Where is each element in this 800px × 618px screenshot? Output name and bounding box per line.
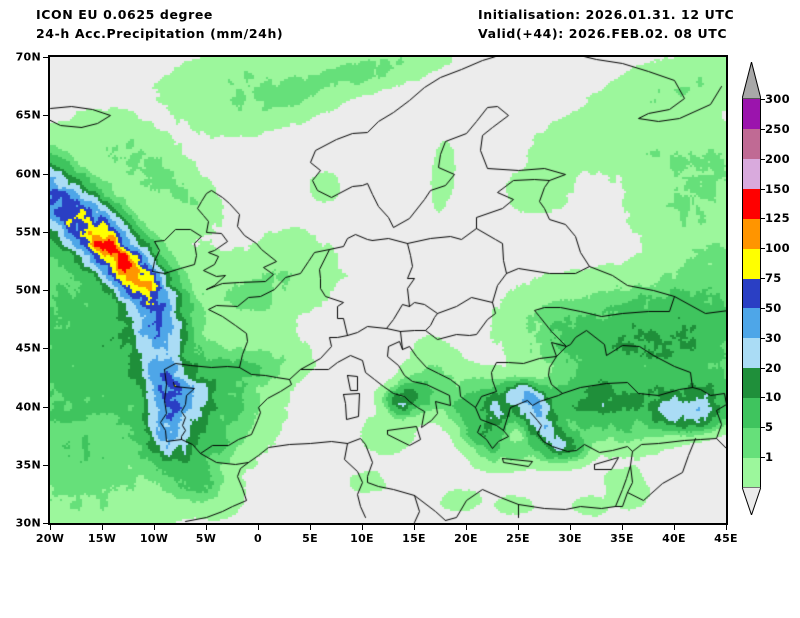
x-tick [362, 525, 363, 530]
x-tick [622, 525, 623, 530]
colorbar-under-arrow [741, 486, 762, 517]
colorbar-tick [761, 307, 765, 309]
colorbar-segment [742, 218, 761, 249]
colorbar-segment [742, 367, 761, 398]
x-tick [466, 525, 467, 530]
colorbar-segment [742, 337, 761, 369]
x-tick-label: 10E [350, 532, 374, 545]
colorbar-label: 100 [765, 241, 790, 256]
colorbar-tick [761, 337, 765, 339]
x-tick-label: 5W [195, 532, 217, 545]
colorbar-label: 200 [765, 151, 790, 166]
colorbar-tick [761, 248, 765, 250]
colorbar-legend [741, 61, 762, 517]
x-tick [206, 525, 207, 530]
colorbar-label: 75 [765, 271, 782, 286]
y-tick-label: 35N [15, 458, 41, 472]
y-tick-label: 45N [15, 341, 41, 355]
colorbar-tick [761, 367, 765, 369]
colorbar-label: 300 [765, 92, 790, 106]
colorbar-segment [742, 427, 761, 458]
x-tick [518, 525, 519, 530]
y-tick [43, 464, 48, 466]
colorbar-segment [742, 397, 761, 428]
x-tick-label: 5E [302, 532, 318, 545]
y-tick [43, 290, 48, 291]
x-tick-label: 45E [714, 532, 738, 545]
colorbar-segment [742, 278, 761, 309]
colorbar-over-arrow [741, 61, 762, 100]
y-tick-label: 50N [15, 283, 41, 297]
x-tick-label: 0 [254, 532, 262, 545]
colorbar-segment [742, 158, 761, 190]
x-tick-label: 10W [139, 532, 169, 545]
y-tick [43, 231, 48, 233]
x-tick [414, 525, 415, 530]
y-tick-label: 60N [15, 167, 41, 180]
x-tick-label: 30E [558, 532, 582, 545]
colorbar-label: 30 [765, 330, 782, 345]
y-tick-label: 55N [15, 225, 41, 239]
colorbar-label: 10 [765, 390, 782, 405]
x-tick-label: 25E [506, 532, 530, 545]
colorbar-label: 5 [765, 420, 774, 435]
x-tick-label: 20E [454, 532, 478, 545]
y-tick [43, 57, 48, 58]
x-tick [570, 525, 571, 530]
x-tick [674, 525, 675, 530]
colorbar-label: 250 [765, 121, 790, 136]
colorbar-tick [761, 278, 765, 280]
y-tick-label: 40N [15, 400, 41, 413]
y-tick [43, 523, 48, 524]
y-tick-label: 30N [15, 516, 41, 530]
colorbar-tick [761, 158, 765, 160]
colorbar-tick [761, 427, 765, 429]
y-tick-label: 70N [15, 50, 41, 64]
colorbar-tick [761, 457, 765, 459]
model-title: ICON EU 0.0625 degree [36, 7, 213, 22]
colorbar-segment [742, 248, 761, 279]
colorbar-label: 50 [765, 300, 782, 315]
colorbar-label: 1 [765, 450, 774, 465]
y-tick [43, 115, 48, 117]
colorbar-tick [761, 218, 765, 220]
x-tick-label: 15E [402, 532, 426, 545]
colorbar-label: 125 [765, 211, 790, 226]
colorbar-segment [742, 99, 761, 130]
colorbar-segment [742, 457, 761, 488]
valid-time: Valid(+44): 2026.FEB.02. 08 UTC [478, 26, 728, 41]
y-tick-label: 65N [15, 108, 41, 122]
colorbar-label: 20 [765, 360, 782, 375]
y-tick [43, 348, 48, 350]
precipitation-raster [50, 57, 726, 523]
x-tick-label: 40E [662, 532, 686, 545]
colorbar-segment [742, 128, 761, 160]
colorbar-segment [742, 188, 761, 219]
y-tick [43, 406, 48, 408]
colorbar-segment [742, 307, 761, 339]
colorbar-tick [761, 397, 765, 399]
y-tick [43, 173, 48, 175]
colorbar-tick [761, 128, 765, 130]
x-tick [726, 525, 727, 530]
x-tick [310, 525, 311, 530]
x-tick-label: 20W [35, 532, 65, 545]
x-tick [102, 525, 103, 530]
x-tick-label: 15W [87, 532, 117, 545]
colorbar-label: 150 [765, 181, 790, 196]
x-tick [50, 525, 51, 530]
x-tick-label: 35E [610, 532, 634, 545]
colorbar-tick [761, 99, 765, 100]
initialisation-time: Initialisation: 2026.01.31. 12 UTC [478, 7, 735, 22]
field-title: 24-h Acc.Precipitation (mm/24h) [36, 26, 284, 41]
map-plot-area [48, 55, 728, 525]
colorbar-tick [761, 188, 765, 190]
x-tick [258, 525, 259, 530]
x-tick [154, 525, 155, 530]
